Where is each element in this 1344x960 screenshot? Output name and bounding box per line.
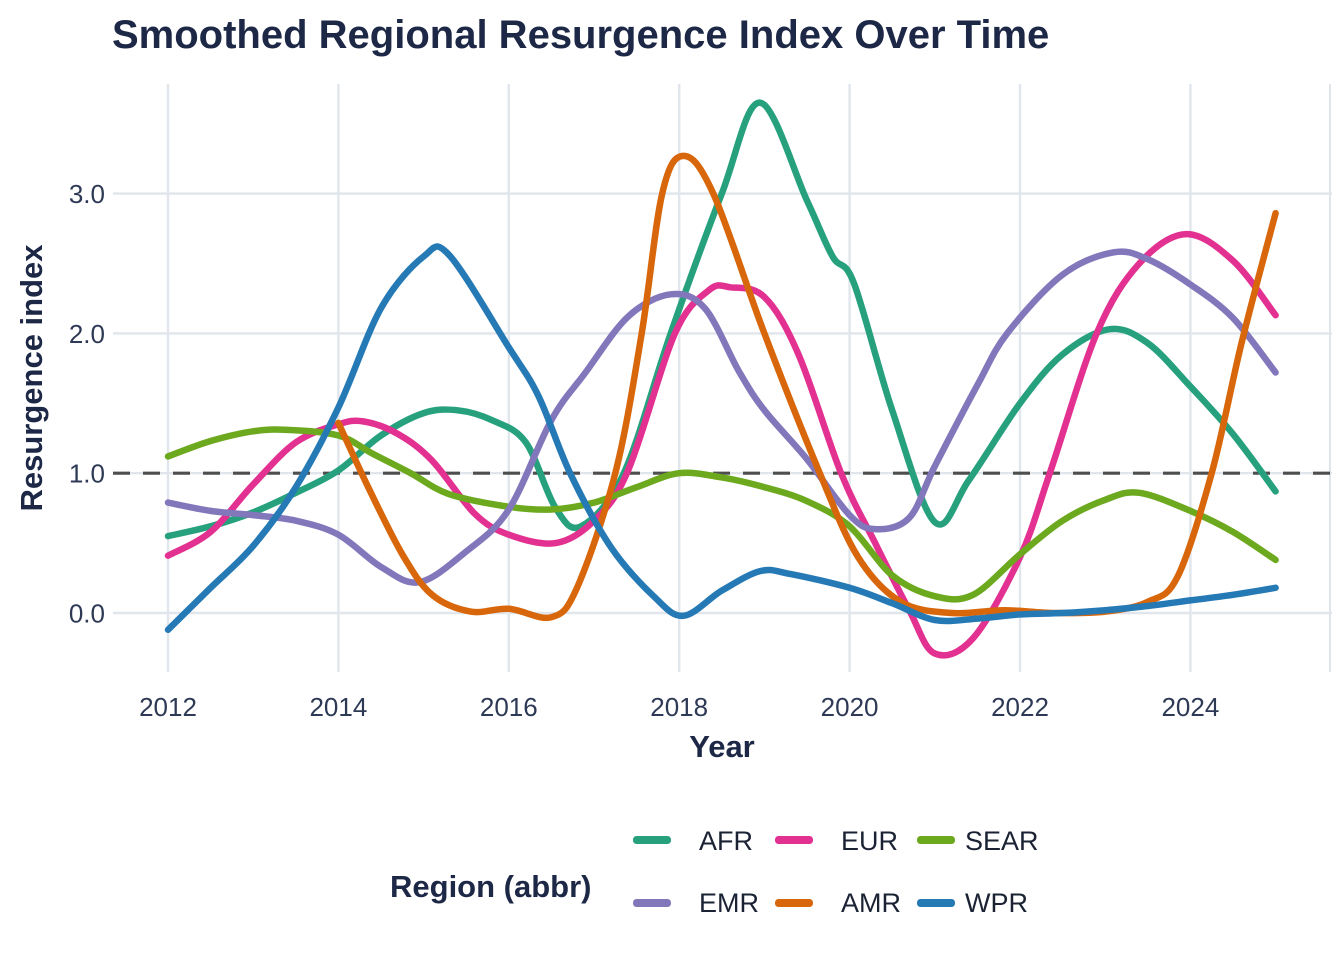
x-tick-2024: 2024 — [1161, 692, 1219, 722]
legend-swatch-sear — [917, 836, 955, 844]
y-axis-title: Resurgence index — [14, 244, 49, 512]
y-tick-0.0: 0.0 — [69, 599, 105, 629]
legend: AFR EUR SEAR EMR AMR WPR — [633, 826, 1039, 918]
legend-label-sear: SEAR — [965, 826, 1039, 856]
y-tick-3.0: 3.0 — [69, 179, 105, 209]
y-tick-2.0: 2.0 — [69, 319, 105, 349]
series-line-wpr — [164, 243, 1279, 634]
series-line-eur — [164, 230, 1279, 659]
x-axis-tick-labels: 2012 2014 2016 2018 2020 2022 2024 — [139, 692, 1219, 722]
legend-label-emr: EMR — [699, 888, 759, 918]
legend-label-afr: AFR — [699, 826, 753, 856]
legend-title: Region (abbr) — [390, 869, 592, 904]
legend-swatch-amr — [775, 899, 813, 907]
x-tick-2016: 2016 — [480, 692, 538, 722]
legend-label-wpr: WPR — [965, 888, 1028, 918]
legend-swatch-emr — [633, 899, 671, 907]
x-tick-2018: 2018 — [650, 692, 708, 722]
series-line-emr — [164, 248, 1279, 586]
legend-label-eur: EUR — [841, 826, 898, 856]
legend-label-amr: AMR — [841, 888, 901, 918]
legend-swatch-afr — [633, 836, 671, 844]
y-tick-1.0: 1.0 — [69, 459, 105, 489]
x-tick-2020: 2020 — [821, 692, 879, 722]
y-axis-tick-labels: 0.0 1.0 2.0 3.0 — [69, 179, 105, 628]
chart-title: Smoothed Regional Resurgence Index Over … — [112, 13, 1049, 57]
series-line-sear — [164, 426, 1279, 603]
series-lines — [164, 99, 1279, 659]
series-line-afr — [164, 99, 1279, 540]
legend-swatch-eur — [775, 836, 813, 844]
x-tick-2014: 2014 — [309, 692, 367, 722]
x-tick-2012: 2012 — [139, 692, 197, 722]
legend-swatch-wpr — [917, 899, 955, 907]
x-tick-2022: 2022 — [991, 692, 1049, 722]
series-line-amr — [335, 152, 1279, 622]
x-axis-title: Year — [689, 729, 755, 764]
gridlines — [113, 84, 1332, 672]
